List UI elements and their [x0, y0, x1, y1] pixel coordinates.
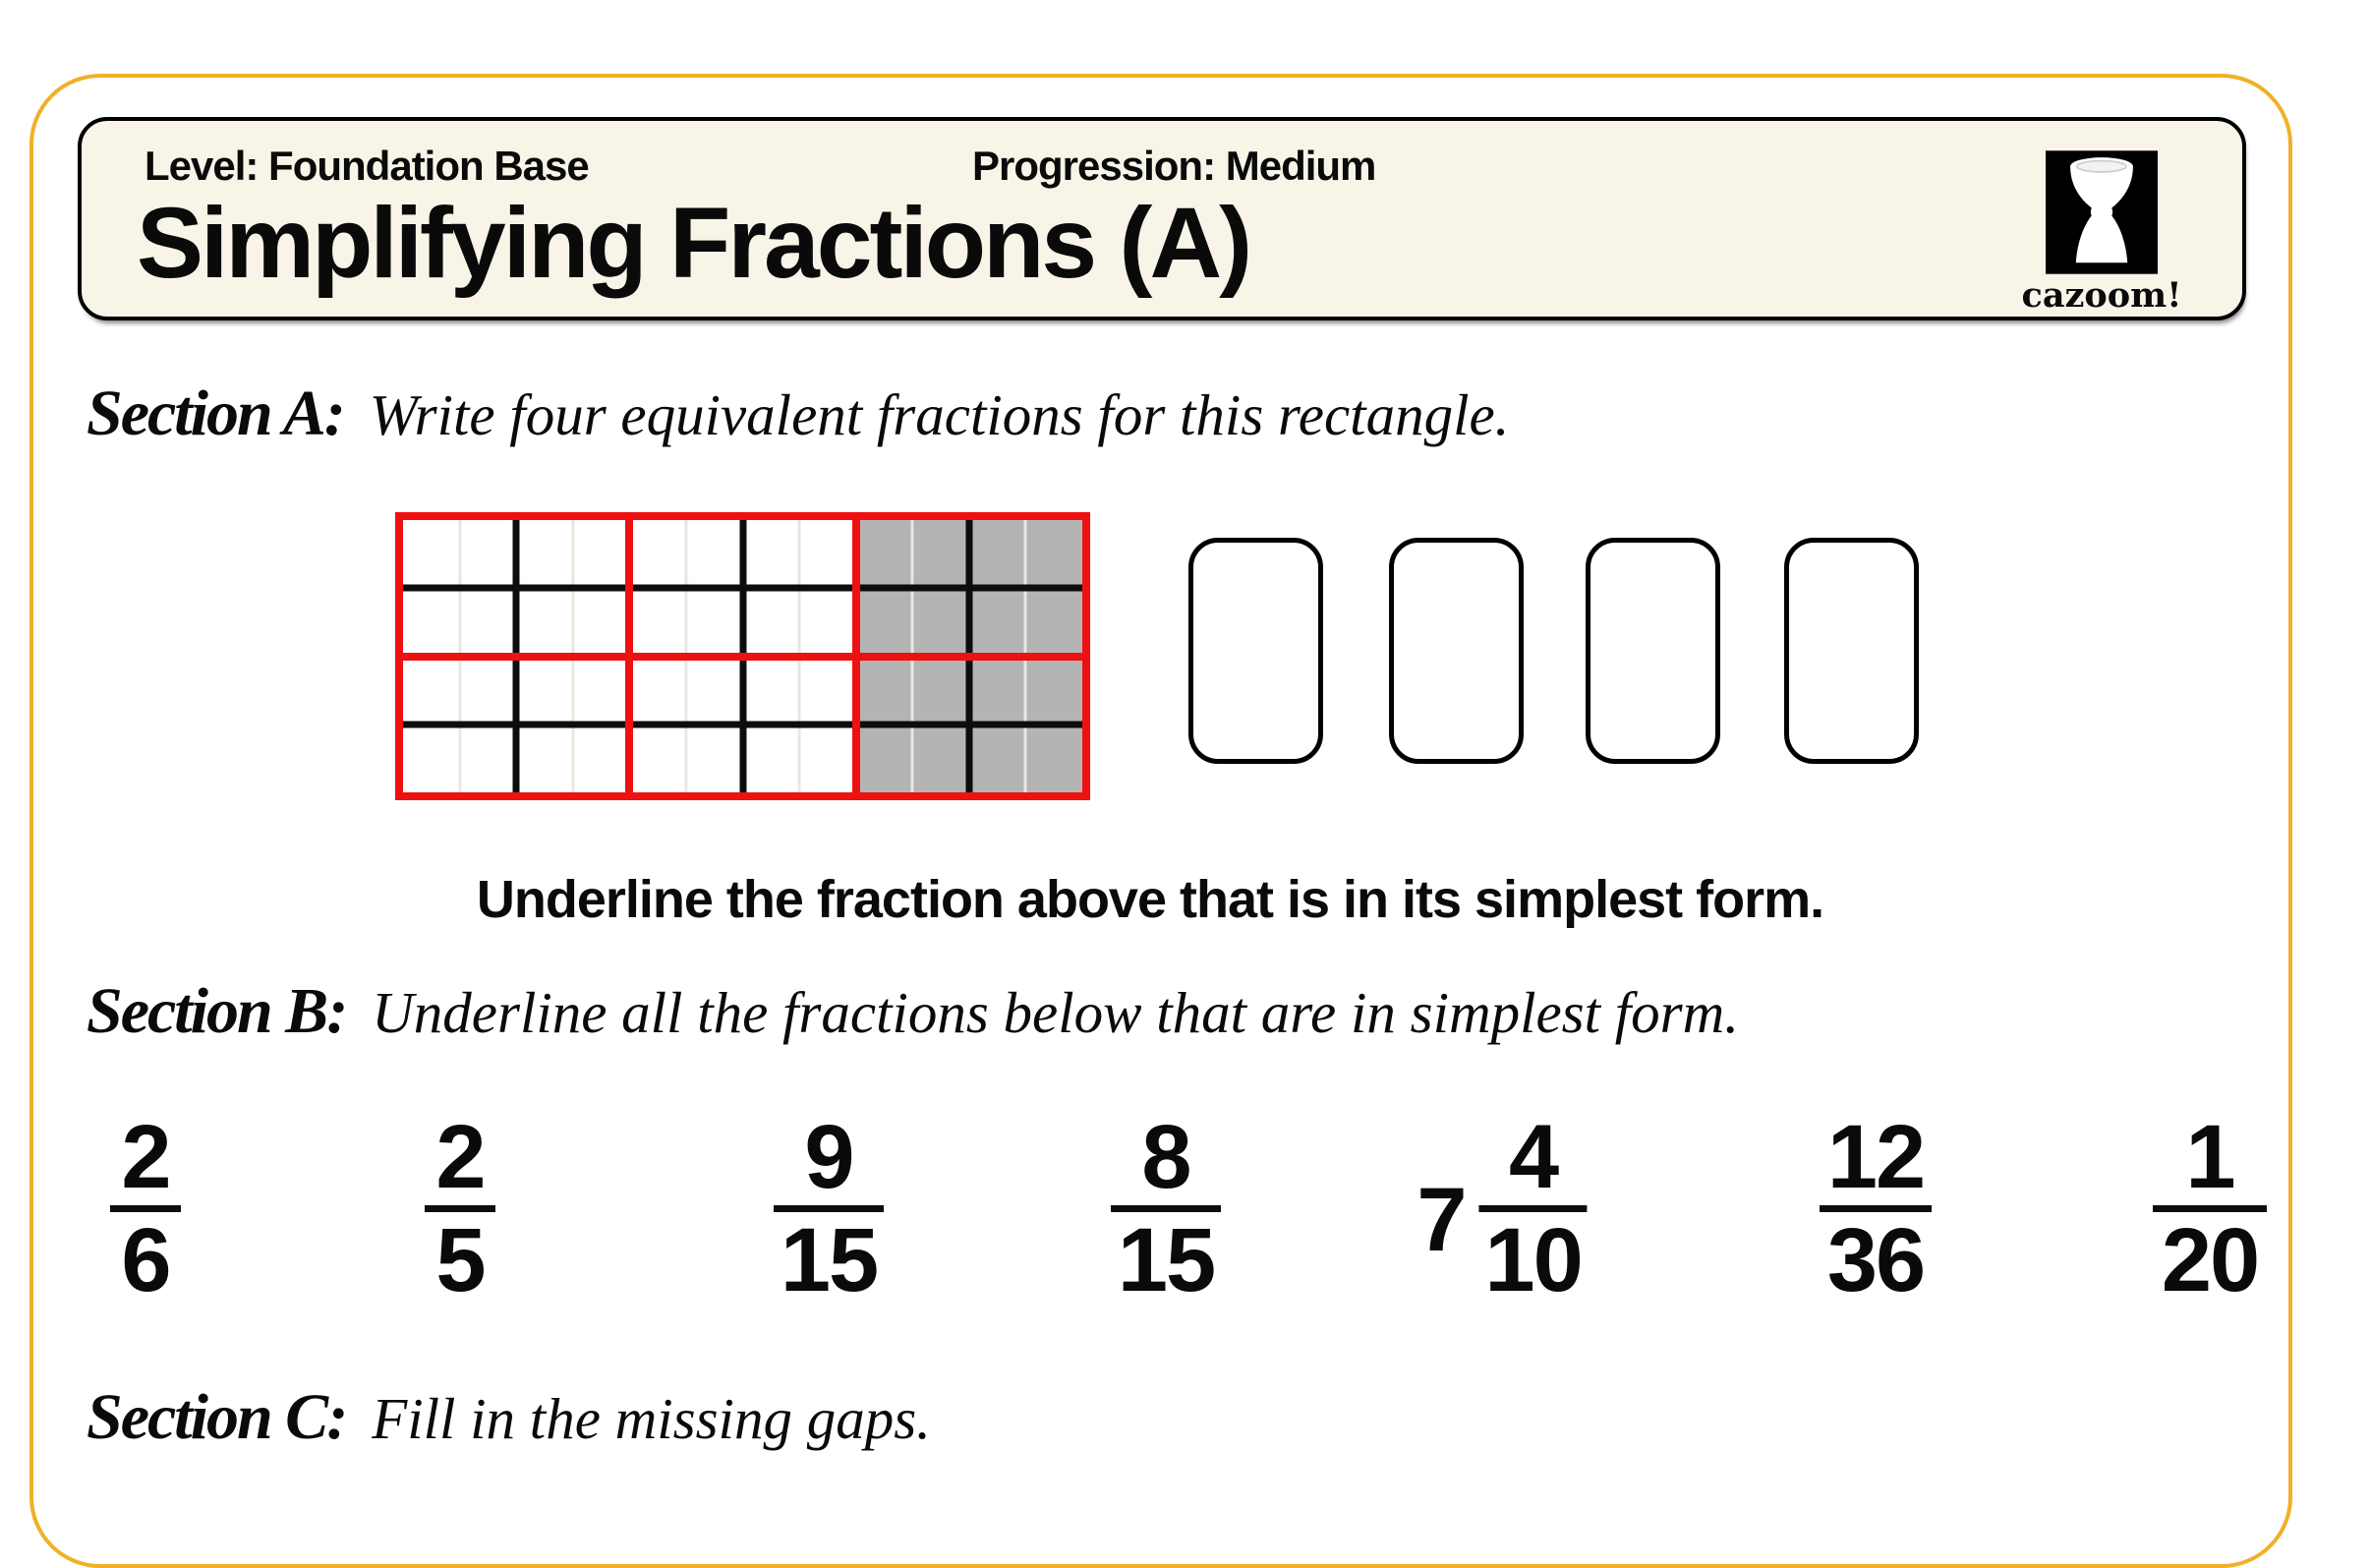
- section-c-heading-row: Section C: Fill in the missing gaps.: [87, 1380, 931, 1455]
- grid-black-line: [403, 584, 1082, 592]
- section-b-instruction: Underline all the fractions below that a…: [372, 980, 1739, 1045]
- fraction-bar: [1820, 1205, 1932, 1213]
- answer-box-4[interactable]: [1784, 538, 1919, 764]
- fraction-bar: [774, 1205, 884, 1213]
- numerator: 9: [804, 1107, 854, 1207]
- fraction-part: 4 10: [1478, 1107, 1588, 1311]
- fraction-bar: [2153, 1205, 2267, 1213]
- djembe-drum-icon: [2018, 150, 2185, 274]
- section-c-instruction: Fill in the missing gaps.: [372, 1386, 931, 1451]
- progression-label: Progression: Medium: [972, 143, 1376, 189]
- denominator: 20: [2161, 1210, 2260, 1311]
- fraction-2-5[interactable]: 2 5: [425, 1107, 495, 1311]
- fraction-2-6[interactable]: 2 6: [110, 1107, 181, 1311]
- section-a-instruction: Write four equivalent fractions for this…: [369, 382, 1510, 447]
- denominator: 15: [1117, 1210, 1216, 1311]
- fraction-bar: [110, 1205, 181, 1213]
- numerator: 2: [121, 1107, 171, 1207]
- fraction-12-36[interactable]: 12 36: [1820, 1107, 1932, 1311]
- denominator: 5: [435, 1210, 486, 1311]
- numerator: 12: [1826, 1107, 1926, 1207]
- logo-brand-text: cazoom!: [2021, 275, 2182, 316]
- numerator: 4: [1508, 1107, 1559, 1207]
- numerator: 2: [435, 1107, 486, 1207]
- fraction-9-15[interactable]: 9 15: [774, 1107, 884, 1311]
- answer-box-1[interactable]: [1188, 538, 1323, 764]
- section-a-heading: Section A:: [87, 377, 346, 449]
- answer-box-2[interactable]: [1389, 538, 1524, 764]
- denominator: 6: [121, 1210, 171, 1311]
- underline-instruction: Underline the fraction above that is in …: [476, 870, 1824, 929]
- page-title: Simplifying Fractions (A): [137, 187, 1252, 299]
- cazoom-logo: cazoom!: [2018, 150, 2185, 316]
- worksheet-header: Level: Foundation Base Progression: Medi…: [78, 117, 2246, 320]
- fraction-7-4-10[interactable]: 7 4 10: [1417, 1107, 1588, 1311]
- section-b-heading-row: Section B: Underline all the fractions be…: [87, 974, 1739, 1049]
- numerator: 1: [2185, 1107, 2235, 1207]
- fraction-rectangle-diagram: [395, 512, 1090, 800]
- fraction-8-15[interactable]: 8 15: [1111, 1107, 1221, 1311]
- fraction-bar: [1478, 1205, 1588, 1213]
- level-label: Level: Foundation Base: [145, 143, 590, 189]
- grid-black-line: [403, 721, 1082, 728]
- fraction-bar: [1111, 1205, 1221, 1213]
- section-a-heading-row: Section A: Write four equivalent fraction…: [87, 377, 1509, 451]
- whole-number: 7: [1417, 1170, 1467, 1270]
- section-b-heading: Section B:: [87, 975, 348, 1047]
- denominator: 15: [780, 1210, 879, 1311]
- denominator: 36: [1826, 1210, 1926, 1311]
- answer-box-3[interactable]: [1586, 538, 1720, 764]
- fraction-1-20[interactable]: 1 20: [2153, 1107, 2267, 1311]
- numerator: 8: [1141, 1107, 1191, 1207]
- section-c-heading: Section C:: [87, 1381, 348, 1453]
- grid-red-line: [403, 652, 1082, 661]
- denominator: 10: [1484, 1210, 1583, 1311]
- fraction-bar: [425, 1205, 495, 1213]
